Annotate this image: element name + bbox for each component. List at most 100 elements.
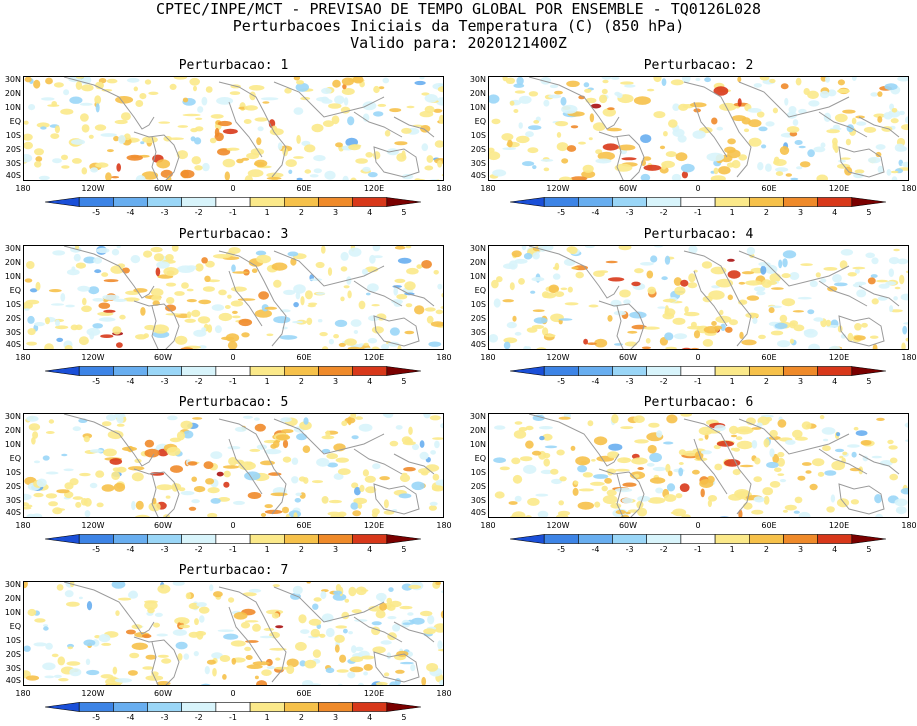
longitude-tick-label: 60W bbox=[153, 521, 173, 530]
colorbar-arrow-high bbox=[386, 197, 421, 207]
colorbar-label: 3 bbox=[797, 377, 804, 386]
latitude-tick-label: 20S bbox=[5, 145, 21, 154]
latitude-tick-label: 10S bbox=[5, 131, 21, 140]
longitude-tick-label: 180 bbox=[15, 184, 31, 193]
longitude-tick-label: 60W bbox=[153, 184, 173, 193]
colorbar-label: 3 bbox=[332, 208, 339, 217]
latitude-tick-label: 10N bbox=[469, 103, 486, 112]
colorbar-segment bbox=[78, 702, 114, 712]
colorbar-segment bbox=[113, 534, 148, 544]
colorbar-label: -1 bbox=[229, 208, 237, 217]
colorbar-segment bbox=[147, 534, 183, 544]
colorbar-segment bbox=[352, 197, 388, 207]
colorbar-label: 4 bbox=[367, 208, 373, 217]
colorbar-label: -5 bbox=[92, 713, 101, 722]
latitude-tick-label: 40S bbox=[5, 340, 21, 349]
colorbar-segment bbox=[147, 366, 183, 376]
temperature-perturbation-map bbox=[23, 581, 444, 686]
colorbar-label: 5 bbox=[866, 208, 872, 217]
colorbar-label: 1 bbox=[264, 713, 270, 722]
colorbar-label: -3 bbox=[625, 377, 634, 386]
colorbar-label: 2 bbox=[763, 545, 769, 554]
colorbar-segment bbox=[817, 197, 853, 207]
colorbar-segment bbox=[680, 534, 716, 544]
colorbar-segment bbox=[215, 702, 251, 712]
colorbar: -5 -4 -3 -2 -1 1 2 3 4 5 bbox=[45, 366, 421, 388]
colorbar-segment bbox=[215, 534, 251, 544]
longitude-tick-label: 0 bbox=[230, 184, 236, 193]
colorbar-segment bbox=[78, 534, 114, 544]
latitude-tick-label: 10N bbox=[4, 103, 21, 112]
longitude-tick-label: 0 bbox=[230, 521, 236, 530]
colorbar-arrow-high bbox=[386, 702, 421, 712]
colorbar: -5 -4 -3 -2 -1 1 2 3 4 5 bbox=[510, 197, 886, 219]
colorbar-label: 1 bbox=[729, 545, 735, 554]
longitude-tick-label: 180 bbox=[15, 689, 31, 698]
colorbar-segment bbox=[714, 197, 750, 207]
subtitle-valid-time: Valido para: 2020121400Z bbox=[350, 34, 567, 52]
colorbar-segment bbox=[543, 534, 579, 544]
colorbar-segment bbox=[147, 702, 183, 712]
latitude-tick-label: 10S bbox=[470, 131, 486, 140]
colorbar-arrow-low bbox=[510, 197, 545, 207]
colorbar-label: 5 bbox=[401, 208, 407, 217]
longitude-tick-label: 0 bbox=[695, 521, 701, 530]
colorbar-label: -3 bbox=[160, 713, 169, 722]
latitude-tick-label: 40S bbox=[470, 508, 486, 517]
colorbar-arrow-high bbox=[386, 534, 421, 544]
colorbar-label: -2 bbox=[659, 545, 668, 554]
longitude-tick-label: 0 bbox=[695, 353, 701, 362]
colorbar-label: 3 bbox=[332, 713, 339, 722]
perturbation-panel-5: Perturbacao: 5 30N 20N 10N EQ 10S 20S 30S 40S 180… bbox=[5, 395, 452, 558]
colorbar: -5 -4 -3 -2 -1 1 2 3 4 5 bbox=[45, 534, 421, 556]
latitude-tick-label: 20S bbox=[5, 650, 21, 659]
colorbar-label: -5 bbox=[557, 377, 566, 386]
latitude-tick-label: 40S bbox=[5, 171, 21, 180]
colorbar-segment bbox=[578, 534, 613, 544]
colorbar-label: -1 bbox=[229, 377, 237, 386]
colorbar-segment bbox=[284, 197, 319, 207]
longitude-tick-label: 120W bbox=[81, 689, 105, 698]
latitude-tick-label: 10N bbox=[4, 608, 21, 617]
latitude-tick-label: 40S bbox=[5, 508, 21, 517]
colorbar-label: -1 bbox=[694, 377, 702, 386]
colorbar-segment bbox=[578, 366, 613, 376]
colorbar-segment bbox=[612, 534, 648, 544]
colorbar-segment bbox=[578, 197, 613, 207]
longitude-tick-label: 60E bbox=[296, 353, 312, 362]
latitude-tick-label: 20N bbox=[4, 89, 21, 98]
latitude-tick-label: 30S bbox=[5, 664, 21, 673]
longitude-tick-label: 180 bbox=[480, 353, 496, 362]
colorbar-label: -3 bbox=[625, 545, 634, 554]
colorbar-label: 5 bbox=[401, 545, 407, 554]
panel-title: Perturbacao: 5 bbox=[178, 395, 289, 410]
colorbar-label: -4 bbox=[126, 208, 135, 217]
colorbar-label: 2 bbox=[298, 545, 304, 554]
colorbar-label: -3 bbox=[160, 545, 169, 554]
latitude-tick-label: 30N bbox=[469, 75, 486, 84]
colorbar-segment bbox=[284, 534, 319, 544]
colorbar-segment bbox=[749, 197, 784, 207]
latitude-tick-label: 20S bbox=[470, 145, 486, 154]
latitude-tick-label: EQ bbox=[474, 286, 486, 295]
colorbar-segment bbox=[249, 534, 285, 544]
colorbar-label: 3 bbox=[332, 377, 339, 386]
latitude-tick-label: EQ bbox=[474, 117, 486, 126]
colorbar-label: -4 bbox=[126, 545, 135, 554]
latitude-tick-label: 30S bbox=[470, 159, 486, 168]
colorbar-arrow-high bbox=[386, 366, 421, 376]
colorbar-arrow-low bbox=[45, 197, 80, 207]
latitude-tick-label: 30N bbox=[469, 244, 486, 253]
colorbar-label: 5 bbox=[401, 377, 407, 386]
perturbation-panel-2: Perturbacao: 2 30N 20N 10N EQ 10S 20S 30S 40S 180… bbox=[470, 58, 917, 221]
colorbar-segment bbox=[749, 366, 784, 376]
colorbar-segment bbox=[817, 534, 853, 544]
colorbar-label: 4 bbox=[832, 377, 838, 386]
colorbar-label: 3 bbox=[797, 545, 804, 554]
longitude-tick-label: 120E bbox=[363, 521, 385, 530]
colorbar-segment bbox=[612, 197, 648, 207]
colorbar-arrow-high bbox=[851, 366, 886, 376]
colorbar-segment bbox=[783, 366, 819, 376]
colorbar-segment bbox=[352, 366, 388, 376]
longitude-tick-label: 0 bbox=[230, 353, 236, 362]
